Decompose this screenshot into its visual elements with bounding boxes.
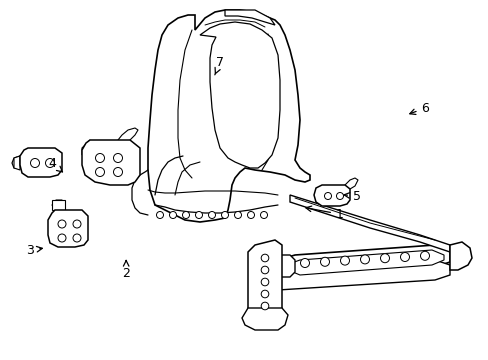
- Text: 5: 5: [343, 190, 360, 203]
- Polygon shape: [20, 148, 62, 177]
- Polygon shape: [313, 185, 349, 206]
- Circle shape: [380, 254, 389, 263]
- Circle shape: [300, 258, 309, 267]
- Polygon shape: [82, 140, 90, 155]
- Circle shape: [73, 220, 81, 228]
- Circle shape: [195, 211, 202, 219]
- Circle shape: [113, 167, 122, 176]
- Polygon shape: [263, 260, 449, 290]
- Circle shape: [58, 234, 66, 242]
- Circle shape: [261, 266, 268, 274]
- Circle shape: [221, 211, 228, 219]
- Polygon shape: [48, 210, 88, 247]
- Circle shape: [208, 211, 215, 219]
- Text: 7: 7: [214, 57, 224, 75]
- Polygon shape: [52, 200, 65, 210]
- Polygon shape: [278, 245, 449, 277]
- Text: 2: 2: [122, 261, 130, 280]
- Circle shape: [420, 251, 428, 260]
- Polygon shape: [82, 140, 140, 185]
- Circle shape: [45, 158, 54, 167]
- Circle shape: [261, 302, 268, 310]
- Polygon shape: [200, 22, 280, 168]
- Circle shape: [324, 193, 331, 199]
- Circle shape: [113, 153, 122, 162]
- Text: 4: 4: [49, 157, 62, 172]
- Polygon shape: [285, 250, 443, 275]
- Circle shape: [261, 278, 268, 286]
- Circle shape: [260, 211, 267, 219]
- Polygon shape: [449, 242, 471, 270]
- Circle shape: [169, 211, 176, 219]
- Circle shape: [340, 256, 349, 265]
- Polygon shape: [14, 156, 20, 170]
- Circle shape: [95, 167, 104, 176]
- Polygon shape: [289, 195, 449, 252]
- Text: 3: 3: [26, 244, 42, 257]
- Circle shape: [156, 211, 163, 219]
- Circle shape: [336, 193, 343, 199]
- Polygon shape: [242, 308, 287, 330]
- Circle shape: [58, 220, 66, 228]
- Circle shape: [234, 211, 241, 219]
- Circle shape: [247, 211, 254, 219]
- Circle shape: [360, 255, 369, 264]
- Circle shape: [261, 290, 268, 298]
- Polygon shape: [247, 240, 282, 320]
- Circle shape: [320, 257, 329, 266]
- Circle shape: [261, 254, 268, 262]
- Text: 6: 6: [409, 102, 428, 114]
- Circle shape: [73, 234, 81, 242]
- Circle shape: [182, 211, 189, 219]
- Polygon shape: [224, 10, 274, 25]
- Circle shape: [30, 158, 40, 167]
- Polygon shape: [264, 255, 294, 277]
- Circle shape: [95, 153, 104, 162]
- Circle shape: [400, 252, 408, 261]
- Text: 1: 1: [305, 206, 343, 221]
- Polygon shape: [148, 10, 309, 222]
